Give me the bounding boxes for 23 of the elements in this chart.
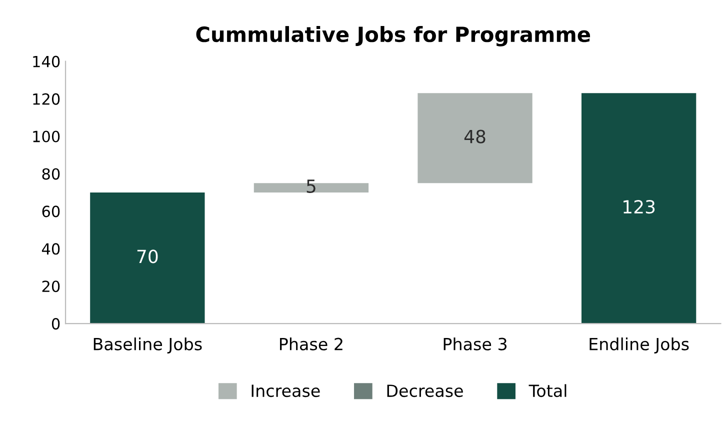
y-tick-label: 60 xyxy=(42,206,60,218)
bar xyxy=(418,93,532,184)
legend-label: Decrease xyxy=(387,384,463,398)
legend-label: Total xyxy=(528,384,566,398)
y-tick-label: 40 xyxy=(42,243,60,255)
data-label: 70 xyxy=(137,250,158,264)
x-tick-label: Phase 3 xyxy=(444,337,507,350)
y-tick-label: 100 xyxy=(33,130,60,142)
data-label: 5 xyxy=(306,180,316,194)
y-tick-label: 120 xyxy=(33,93,60,105)
bar xyxy=(581,93,696,324)
y-tick-label: 80 xyxy=(42,168,60,180)
y-tick-label: 0 xyxy=(52,318,60,330)
bar xyxy=(90,192,205,324)
chart-title: Cummulative Jobs for Programme xyxy=(196,26,590,46)
data-label: 123 xyxy=(624,200,655,214)
legend-label: Increase xyxy=(252,384,320,398)
y-tick-label: 140 xyxy=(33,56,60,68)
y-tick-label: 20 xyxy=(42,280,60,292)
x-tick-label: Endline Jobs xyxy=(590,337,689,354)
x-tick-label: Baseline Jobs xyxy=(94,337,202,354)
x-tick-label: Phase 2 xyxy=(280,337,342,350)
data-label: 48 xyxy=(464,130,486,144)
